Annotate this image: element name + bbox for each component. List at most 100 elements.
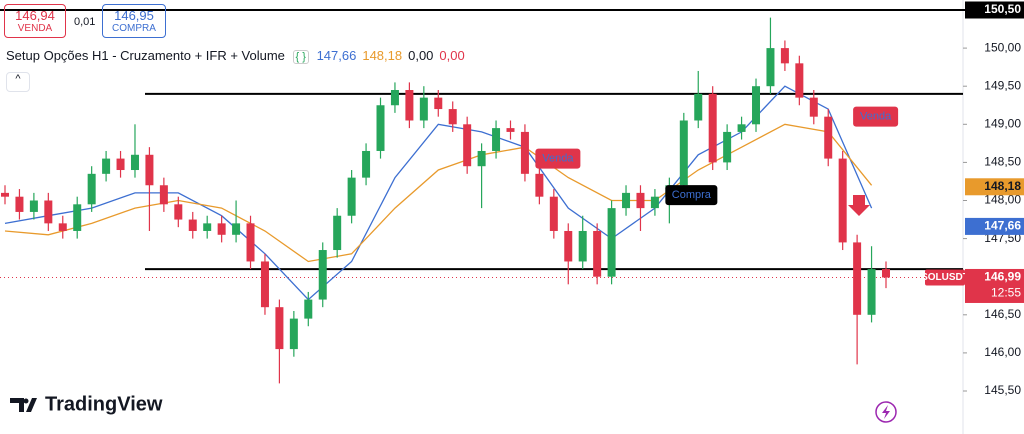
candle-body (58, 223, 67, 231)
candle-body (853, 242, 862, 315)
y-tick-label: 148,00 (984, 193, 1021, 207)
candle-body (102, 158, 111, 174)
y-tick-label: 148,50 (984, 155, 1021, 169)
signal-label: Compra (672, 189, 712, 201)
candle-body (318, 250, 327, 300)
signal-label: Venda (860, 111, 892, 123)
candle-body (824, 116, 833, 159)
candle-body (159, 185, 168, 205)
candle-body (578, 230, 587, 262)
candle-body (275, 307, 284, 350)
lightning-button[interactable] (875, 401, 897, 423)
candle-body (780, 48, 789, 64)
candle-body (87, 173, 96, 205)
candle-body (535, 173, 544, 197)
brand: TradingView (45, 393, 163, 415)
indicator-value: 0,00 (439, 48, 465, 63)
candle-body (116, 158, 125, 171)
sell-button[interactable]: 146,94 VENDA (4, 4, 66, 38)
candle-body (232, 223, 241, 235)
candle-body (694, 93, 703, 121)
candle-body (636, 192, 645, 209)
buy-button[interactable]: 146,95 COMPRA (102, 4, 166, 38)
price-tag-label: 148,18 (984, 179, 1021, 193)
candle-body (405, 90, 414, 121)
candle-body (882, 269, 890, 278)
red-arrow (848, 195, 870, 216)
candle-body (73, 204, 82, 231)
candle-body (867, 269, 876, 315)
candle-body (188, 219, 197, 231)
price-tag (965, 217, 1024, 235)
candle-body (29, 200, 38, 212)
candle-body (809, 97, 818, 117)
candle-body (246, 223, 255, 262)
candle-body (217, 223, 226, 235)
buy-label: COMPRA (112, 23, 156, 34)
candle-body (289, 318, 298, 350)
collapse-button[interactable]: ^ (6, 72, 30, 92)
candle-body (477, 150, 486, 167)
y-tick-label: 146,50 (984, 307, 1021, 321)
candle-body (564, 230, 573, 262)
indicator-value: 0,00 (408, 48, 434, 63)
indicator-value: 147,66 (316, 48, 357, 63)
price-tag (965, 268, 1024, 303)
candle-body (203, 223, 212, 231)
candle-body (622, 192, 631, 209)
candle-body (362, 150, 371, 178)
candle-body (347, 177, 356, 216)
candle-body (708, 93, 717, 163)
symbol-label: SOLUSDT (921, 272, 969, 283)
sell-label: VENDA (17, 23, 53, 34)
candle-body (390, 90, 399, 106)
candle-body (607, 208, 616, 277)
candle-body (549, 196, 558, 231)
candle-body (650, 196, 659, 209)
candle-body (463, 124, 472, 167)
candle-body (723, 131, 732, 163)
y-tick-label: 149,50 (984, 78, 1021, 92)
candle-body (838, 158, 847, 243)
candle-body (506, 128, 515, 132)
candle-body (15, 196, 24, 212)
y-tick-label: 150,00 (984, 40, 1021, 54)
price-tag (965, 178, 1024, 196)
signal-box (665, 185, 718, 206)
candle-body (419, 97, 428, 121)
y-tick-label: 149,00 (984, 116, 1021, 130)
indicator-value: 148,18 (362, 48, 403, 63)
candle-body (376, 105, 385, 151)
countdown: 12:55 (991, 286, 1021, 300)
indicator-title: Setup Opções H1 - Cruzamento + IFR + Vol… (6, 48, 285, 63)
price-tag (965, 1, 1024, 19)
candle-body (333, 215, 342, 251)
logo (10, 398, 37, 412)
candle-body (145, 154, 154, 186)
price-tag-label: 146,99 (984, 270, 1021, 284)
signal-box (853, 106, 899, 127)
candle-body (679, 120, 688, 186)
candle-body (174, 204, 183, 220)
spread: 0,01 (74, 16, 96, 28)
y-tick-label: 145,50 (984, 383, 1021, 397)
buy-price: 146,95 (114, 8, 154, 23)
candle-body (520, 131, 529, 174)
candle-body (130, 154, 139, 171)
symbol-tag (925, 269, 965, 286)
signal-box (535, 148, 581, 169)
y-tick-label: 146,00 (984, 345, 1021, 359)
candle-body (492, 128, 501, 151)
price-tag-label: 147,66 (984, 219, 1021, 233)
candle-body (795, 63, 804, 98)
candle-body (448, 109, 457, 125)
candle-body (593, 230, 602, 277)
sell-price: 146,94 (15, 8, 55, 23)
indicator-icon[interactable]: { } (292, 50, 309, 64)
signal-label: Venda (542, 152, 574, 164)
candle-body (1, 192, 9, 197)
candle-body (260, 261, 269, 308)
indicator-row: Setup Opções H1 - Cruzamento + IFR + Vol… (6, 48, 471, 64)
